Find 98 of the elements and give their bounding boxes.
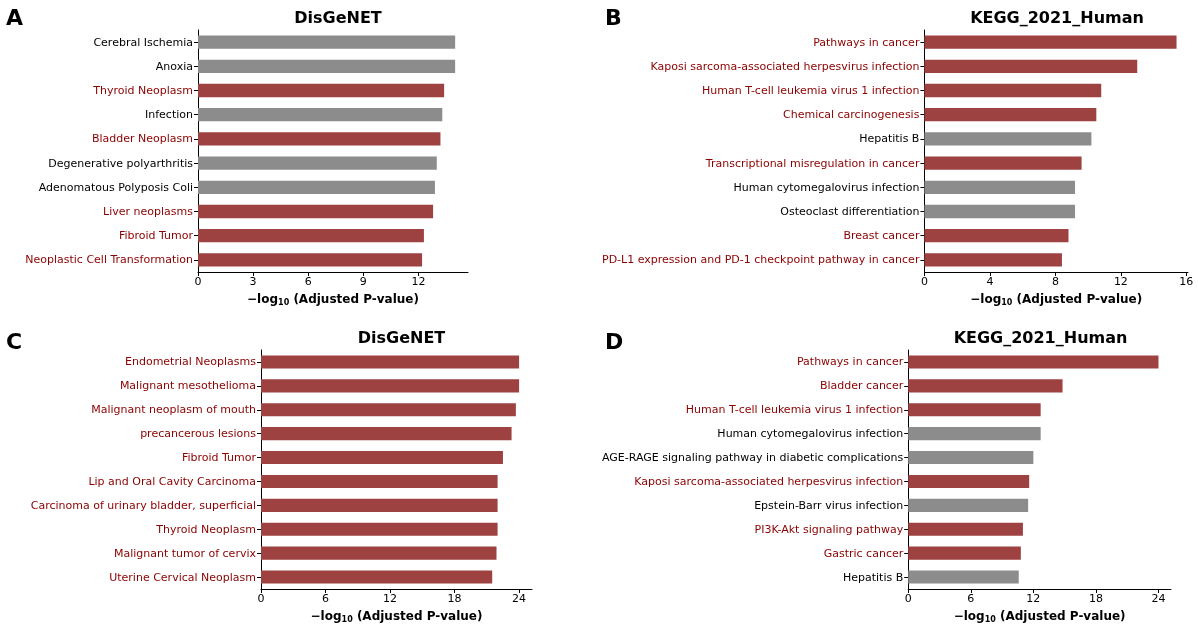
x-tick-label: 12 xyxy=(1026,592,1041,605)
y-tick-label: Adenomatous Polyposis Coli xyxy=(38,180,193,194)
y-tick-label: PD-L1 expression and PD-1 checkpoint pathway in cancer xyxy=(601,253,920,267)
x-tick-label: 4 xyxy=(986,275,994,288)
y-tick-label: PI3K-Akt signaling pathway xyxy=(754,522,904,536)
bar xyxy=(261,570,493,584)
bar xyxy=(924,59,1138,73)
y-tick-label: Thyroid Neoplasm xyxy=(92,84,193,97)
y-tick-label: Anoxia xyxy=(155,59,193,73)
bar xyxy=(924,83,1102,98)
bar xyxy=(908,474,1030,489)
bar xyxy=(261,355,520,369)
y-tick-label: Liver neoplasms xyxy=(103,205,194,218)
chart-title: KEGG_2021_Human xyxy=(970,7,1144,27)
bar xyxy=(908,403,1041,417)
x-tick-label: 24 xyxy=(1151,592,1166,605)
y-tick-label: Epstein-Barr virus infection xyxy=(754,498,904,512)
bar xyxy=(261,522,498,536)
text: A xyxy=(6,4,24,30)
chart-title: KEGG_2021_Human xyxy=(953,327,1128,347)
y-tick-label: Bladder Neoplasm xyxy=(91,132,193,146)
x-tick-label: 24 xyxy=(512,592,527,605)
y-tick-label: Fibroid Tumor xyxy=(181,451,257,465)
bar xyxy=(908,546,1021,560)
y-tick-label: Kaposi sarcoma-associated herpesvirus infection xyxy=(634,474,904,488)
bar xyxy=(924,253,1062,267)
x-tick-label: 6 xyxy=(304,275,312,288)
bar xyxy=(261,498,498,512)
x-tick-label: 12 xyxy=(1113,275,1128,288)
x-tick-label: 18 xyxy=(447,592,462,605)
y-tick-label: Carcinoma of urinary bladder, superficial xyxy=(30,498,256,512)
y-tick-label: Hepatitis B xyxy=(842,570,904,584)
x-tick-label: 16 xyxy=(1179,275,1194,288)
y-tick-label: Degenerative polyarthritis xyxy=(48,156,194,170)
y-tick-label: Breast cancer xyxy=(843,229,920,243)
bar xyxy=(908,450,1034,465)
x-tick-label: 12 xyxy=(411,275,426,288)
bar xyxy=(908,498,1029,512)
y-tick-label: Chemical carcinogenesis xyxy=(782,108,920,122)
bar xyxy=(924,156,1082,170)
bar xyxy=(924,180,1076,194)
y-tick-label: Kaposi sarcoma-associated herpesvirus infection xyxy=(650,59,920,73)
text: B xyxy=(605,4,622,30)
y-tick-label: Malignant tumor of cervix xyxy=(113,546,257,560)
chart-title: DisGeNET xyxy=(357,327,446,347)
bar xyxy=(908,427,1041,441)
bar xyxy=(908,570,1019,584)
y-tick-label: Hepatitis B xyxy=(859,132,920,146)
x-tick-label: 8 xyxy=(1051,275,1059,288)
x-tick-label: 18 xyxy=(1088,592,1103,605)
y-tick-label: Thyroid Neoplasm xyxy=(155,522,256,536)
y-tick-label: AGE-RAGE signaling pathway in diabetic complications xyxy=(602,451,904,465)
y-tick-label: Infection xyxy=(145,108,194,122)
y-tick-label: Human T-cell leukemia virus 1 infection xyxy=(685,403,904,417)
x-tick-label: 9 xyxy=(359,275,367,288)
y-tick-label: Human cytomegalovirus infection xyxy=(733,180,920,194)
y-tick-label: Human cytomegalovirus infection xyxy=(717,427,904,441)
bar xyxy=(261,379,520,393)
bar xyxy=(924,132,1092,146)
y-tick-label: Bladder cancer xyxy=(820,379,904,393)
y-tick-label: Malignant mesothelioma xyxy=(119,379,256,393)
y-tick-label: Pathways in cancer xyxy=(813,35,920,49)
x-tick-label: 6 xyxy=(967,592,975,605)
bar xyxy=(261,450,503,465)
chart-title: DisGeNET xyxy=(294,7,382,27)
text: D xyxy=(605,328,624,354)
bar xyxy=(908,355,1159,369)
bar xyxy=(261,427,512,441)
x-tick-label: 0 xyxy=(194,275,202,288)
y-tick-label: Cerebral Ischemia xyxy=(93,35,193,49)
bar xyxy=(908,522,1023,536)
y-tick-label: Endometrial Neoplasms xyxy=(125,355,257,369)
y-tick-label: Transcriptional misregulation in cancer xyxy=(704,156,920,170)
x-tick-label: 0 xyxy=(920,275,928,288)
y-tick-label: Neoplastic Cell Transformation xyxy=(25,253,194,267)
bar xyxy=(924,35,1177,49)
bar xyxy=(924,229,1069,243)
x-tick-label: 0 xyxy=(257,592,265,605)
x-tick-label: 0 xyxy=(904,592,912,605)
bar xyxy=(261,546,497,560)
text: C xyxy=(6,328,23,354)
x-tick-label: 6 xyxy=(322,592,330,605)
y-tick-label: Lip and Oral Cavity Carcinoma xyxy=(88,474,256,488)
y-tick-label: Fibroid Tumor xyxy=(118,229,194,243)
x-tick-label: 12 xyxy=(383,592,398,605)
y-tick-label: Human T-cell leukemia virus 1 infection xyxy=(702,84,920,97)
y-tick-label: Uterine Cervical Neoplasm xyxy=(109,570,256,584)
y-tick-label: Gastric cancer xyxy=(823,546,904,560)
x-tick-label: 3 xyxy=(249,275,257,288)
bar xyxy=(908,379,1063,393)
y-tick-label: Pathways in cancer xyxy=(796,355,904,369)
bar xyxy=(261,403,516,417)
y-tick-label: Osteoclast differentiation xyxy=(780,205,920,218)
y-tick-label: precancerous lesions xyxy=(140,427,257,441)
bar xyxy=(924,108,1097,122)
bar xyxy=(261,474,498,489)
bar xyxy=(924,204,1076,219)
y-tick-label: Malignant neoplasm of mouth xyxy=(91,403,257,417)
